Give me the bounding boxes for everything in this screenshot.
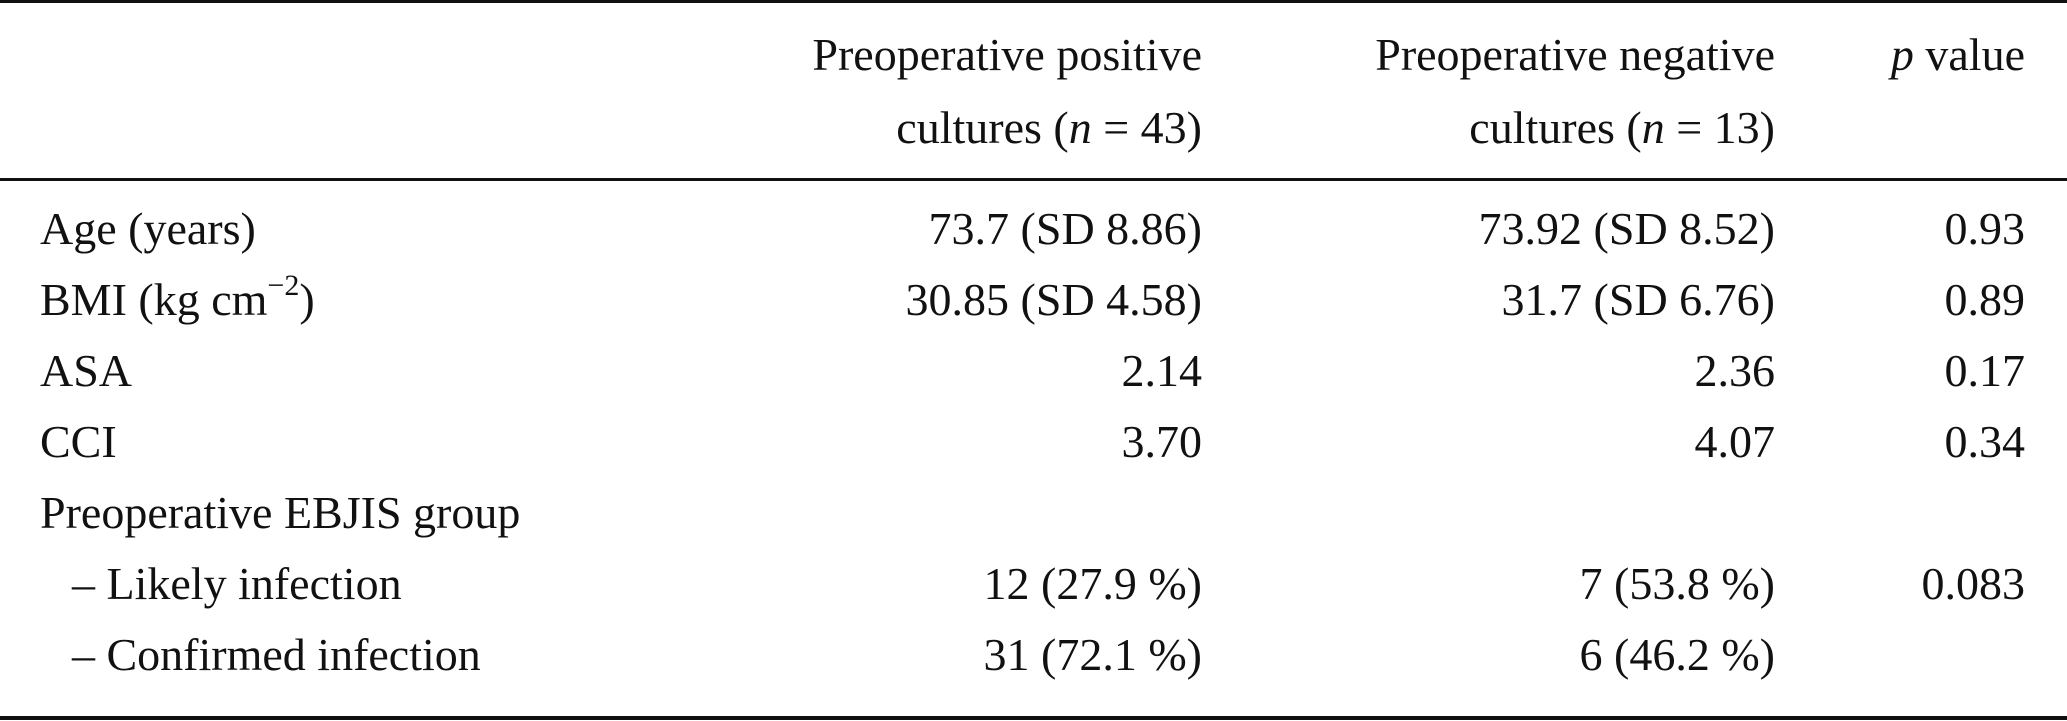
row-label-age: Age (years)	[40, 203, 256, 254]
header-negative-line2: cultures (n = 13)	[1469, 102, 1775, 153]
cell-bmi-positive: 30.85 (SD 4.58)	[905, 274, 1202, 325]
header-negative-cultures: Preoperative negative cultures (n = 13)	[1375, 18, 1775, 164]
header-positive-line1: Preoperative positive	[812, 29, 1202, 80]
cell-confirmed-negative: 6 (46.2 %)	[1579, 629, 1775, 680]
row-label-likely-infection: – Likely infection	[72, 558, 402, 609]
cell-likely-positive: 12 (27.9 %)	[983, 558, 1202, 609]
cell-cci-p: 0.34	[1944, 416, 2026, 467]
header-negative-line1: Preoperative negative	[1375, 29, 1775, 80]
row-label-bmi: BMI (kg cm−2)	[40, 268, 315, 325]
cell-asa-positive: 2.14	[1121, 345, 1203, 396]
row-label-asa: ASA	[40, 345, 133, 396]
cell-likely-p: 0.083	[1921, 558, 2026, 609]
cell-confirmed-positive: 31 (72.1 %)	[983, 629, 1202, 680]
cell-bmi-negative: 31.7 (SD 6.76)	[1501, 274, 1775, 325]
row-label-confirmed-infection: – Confirmed infection	[72, 629, 481, 680]
header-positive-cultures: Preoperative positive cultures (n = 43)	[812, 18, 1202, 164]
cell-age-negative: 73.92 (SD 8.52)	[1478, 203, 1775, 254]
bottom-rule	[0, 716, 2067, 720]
header-rule	[0, 178, 2067, 181]
cell-bmi-p: 0.89	[1944, 274, 2026, 325]
top-rule	[0, 0, 2067, 3]
header-p-value: p value	[1890, 29, 2025, 80]
cell-cci-negative: 4.07	[1694, 416, 1776, 467]
cell-cci-positive: 3.70	[1121, 416, 1203, 467]
cell-age-positive: 73.7 (SD 8.86)	[928, 203, 1202, 254]
row-label-ebjis-group: Preoperative EBJIS group	[40, 487, 521, 538]
cell-asa-p: 0.17	[1944, 345, 2026, 396]
cell-likely-negative: 7 (53.8 %)	[1579, 558, 1775, 609]
cell-age-p: 0.93	[1944, 203, 2026, 254]
header-positive-line2: cultures (n = 43)	[896, 102, 1202, 153]
cell-asa-negative: 2.36	[1694, 345, 1776, 396]
row-label-cci: CCI	[40, 416, 117, 467]
